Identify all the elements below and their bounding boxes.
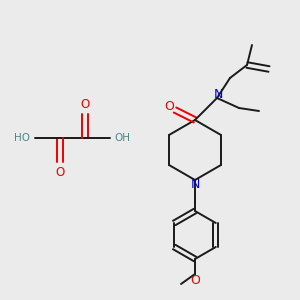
Text: N: N: [213, 88, 223, 100]
Text: N: N: [190, 178, 200, 191]
Text: O: O: [80, 98, 90, 110]
Text: O: O: [164, 100, 174, 113]
Text: HO: HO: [14, 133, 30, 143]
Text: O: O: [190, 274, 200, 286]
Text: O: O: [56, 166, 64, 178]
Text: OH: OH: [114, 133, 130, 143]
